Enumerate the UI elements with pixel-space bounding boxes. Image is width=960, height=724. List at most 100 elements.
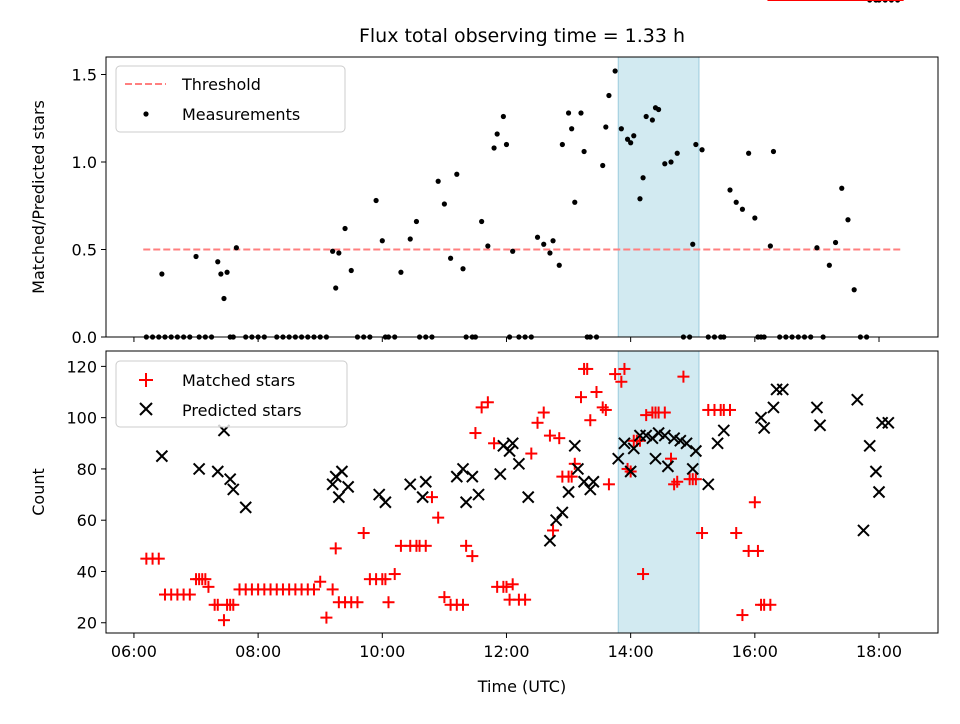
measurement-point — [454, 171, 460, 177]
measurement-point — [674, 150, 680, 156]
measurement-point — [690, 241, 696, 247]
predicted-star-point — [341, 480, 355, 494]
count-panel: 20 40 60 80 100 120 06:00 08:00 10:00 12:00 14:00… — [29, 0, 939, 696]
matched-star-point — [547, 524, 560, 537]
matched-star-point — [748, 496, 761, 509]
matched-star-point — [460, 539, 473, 552]
measurement-point — [215, 259, 221, 265]
y-tick-label: 20 — [77, 614, 97, 633]
bottom-legend-matched-swatch — [139, 373, 153, 387]
y-tick-label: 0.5 — [72, 241, 97, 260]
measurement-point — [572, 199, 578, 205]
matched-star-point — [351, 596, 364, 609]
measurement-point — [494, 131, 500, 137]
bottom-legend-predicted-swatch — [139, 402, 153, 416]
measurement-point — [851, 287, 857, 293]
matched-star-point — [602, 478, 615, 491]
measurement-point — [565, 110, 572, 116]
matched-star-point — [419, 539, 432, 552]
measurement-point — [330, 248, 336, 254]
predicted-star-point — [624, 465, 637, 478]
x-tick-label: 12:00 — [483, 642, 529, 661]
predicted-star-point — [639, 429, 653, 442]
measurement-point — [752, 215, 758, 221]
matched-star-point — [320, 611, 333, 624]
predicted-star-point — [618, 437, 631, 450]
matched-star-point — [506, 578, 519, 591]
matched-star-point — [764, 598, 777, 611]
matched-star-point — [677, 370, 690, 383]
matched-star-point — [202, 580, 215, 593]
measurement-point — [628, 140, 634, 146]
predicted-star-point — [649, 452, 662, 465]
matched-star-point — [658, 406, 671, 419]
predicted-star-point — [494, 467, 507, 481]
matched-star-point — [689, 473, 702, 486]
measurement-point — [479, 218, 485, 225]
bottom-y-axis-label: Count — [29, 468, 48, 516]
predicted-star-point — [239, 501, 252, 514]
predicted-star-point — [584, 483, 597, 496]
top-series-group — [143, 0, 901, 340]
matched-star-point — [525, 447, 538, 460]
matched-star-point — [475, 401, 488, 414]
predicted-star-point — [562, 485, 575, 499]
measurement-point — [826, 262, 832, 268]
matched-star-point — [329, 542, 342, 555]
measurement-point — [534, 234, 541, 240]
predicted-star-point — [372, 488, 386, 501]
measurement-point — [832, 239, 839, 246]
measurement-point — [746, 150, 752, 156]
predicted-star-point — [506, 437, 519, 450]
predicted-star-point — [456, 462, 470, 476]
measurement-point — [510, 248, 516, 254]
measurement-point — [693, 141, 699, 148]
predicted-star-point — [556, 506, 569, 519]
measurement-point — [435, 178, 441, 184]
bottom-highlight-span — [617, 350, 700, 634]
predicted-star-point — [543, 534, 557, 547]
matched-star-point — [438, 591, 451, 604]
measurement-point — [643, 113, 649, 120]
predicted-star-point — [627, 442, 640, 455]
bottom-y-ticks: 20 40 60 80 100 120 — [66, 357, 106, 633]
measurement-point — [342, 225, 348, 232]
matched-star-point — [574, 391, 587, 404]
top-legend-measurements-swatch — [143, 111, 149, 117]
x-tick-label: 14:00 — [608, 642, 654, 661]
chart-title: Flux total observing time = 1.33 h — [359, 25, 685, 47]
measurement-point — [839, 185, 845, 191]
measurement-point — [739, 206, 746, 212]
matched-star-point — [457, 598, 470, 611]
bottom-legend: Matched stars Predicted stars — [115, 360, 348, 428]
matched-star-point — [308, 583, 320, 596]
matched-star-point — [199, 573, 212, 586]
predicted-star-point — [404, 478, 417, 491]
measurement-point — [379, 238, 385, 244]
matched-star-point — [531, 416, 544, 429]
measurement-point — [550, 238, 556, 244]
measurement-point — [767, 243, 773, 249]
predicted-star-point — [757, 421, 771, 435]
measurement-point — [559, 141, 565, 148]
predicted-star-point — [857, 524, 870, 537]
matched-star-point — [671, 475, 684, 488]
matched-star-point — [565, 470, 578, 483]
predicted-star-point — [227, 483, 240, 496]
top-y-ticks: 0.0 0.5 1.0 1.5 — [72, 66, 106, 347]
predicted-star-point — [512, 457, 526, 471]
top-legend-box — [115, 65, 346, 133]
matched-star-point — [379, 573, 392, 586]
measurement-point — [556, 262, 562, 268]
matched-star-point — [326, 583, 339, 596]
measurement-point — [606, 92, 612, 99]
matched-star-point — [730, 527, 743, 540]
x-tick-label: 10:00 — [359, 642, 405, 661]
predicted-star-point — [155, 449, 169, 463]
predicted-star-point — [335, 465, 349, 478]
measurement-point — [845, 217, 851, 223]
measurement-point — [547, 250, 553, 256]
measurement-point — [348, 267, 354, 274]
predicted-star-point — [813, 419, 827, 432]
